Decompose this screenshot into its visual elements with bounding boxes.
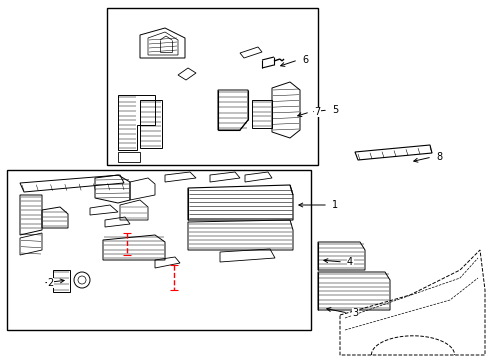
Bar (107, 8, 317, 165)
Text: 7: 7 (313, 107, 320, 117)
Text: 3: 3 (351, 308, 357, 318)
Text: 5: 5 (331, 105, 338, 115)
Text: 4: 4 (346, 257, 352, 267)
Text: 1: 1 (331, 200, 337, 210)
Bar (7, 170, 310, 330)
Text: 6: 6 (302, 55, 307, 65)
Text: 8: 8 (435, 152, 441, 162)
Text: 2: 2 (47, 278, 53, 288)
